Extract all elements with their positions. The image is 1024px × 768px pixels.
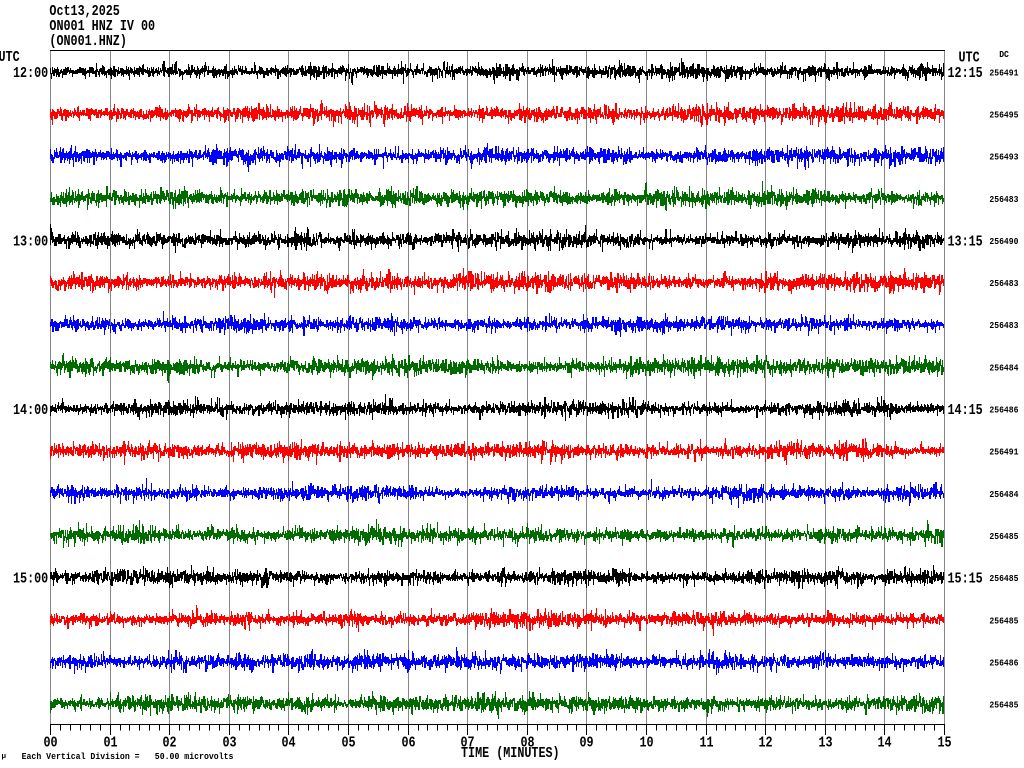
svg-text:μ: μ xyxy=(2,753,7,761)
svg-text:256484: 256484 xyxy=(989,363,1018,374)
svg-text:TIME (MINUTES): TIME (MINUTES) xyxy=(461,745,560,762)
svg-text:00: 00 xyxy=(43,734,57,751)
svg-text:256483: 256483 xyxy=(989,321,1018,332)
svg-text:14:00: 14:00 xyxy=(13,402,48,419)
svg-text:(ON001.HNZ): (ON001.HNZ) xyxy=(49,33,126,50)
svg-text:13: 13 xyxy=(818,734,832,751)
svg-text:08: 08 xyxy=(520,734,534,751)
svg-text:256485: 256485 xyxy=(989,616,1018,627)
svg-text:01: 01 xyxy=(103,734,117,751)
svg-text:04: 04 xyxy=(281,734,295,751)
svg-text:14: 14 xyxy=(877,734,891,751)
svg-text:256485: 256485 xyxy=(989,574,1018,585)
svg-text:15:15: 15:15 xyxy=(948,571,983,588)
svg-text:12: 12 xyxy=(758,734,772,751)
svg-text:13:15: 13:15 xyxy=(948,233,983,250)
svg-text:05: 05 xyxy=(341,734,355,751)
svg-text:12:15: 12:15 xyxy=(948,65,983,82)
svg-text:06: 06 xyxy=(401,734,415,751)
svg-text:11: 11 xyxy=(699,734,713,751)
svg-text:256490: 256490 xyxy=(989,236,1018,247)
svg-text:12:00: 12:00 xyxy=(13,65,48,82)
svg-text:256491: 256491 xyxy=(989,447,1018,458)
svg-text:256495: 256495 xyxy=(989,110,1018,121)
svg-text:Oct13,2025: Oct13,2025 xyxy=(49,3,119,20)
svg-text:256485: 256485 xyxy=(989,531,1018,542)
svg-text:256493: 256493 xyxy=(989,152,1018,163)
svg-text:09: 09 xyxy=(579,734,593,751)
svg-text:256484: 256484 xyxy=(989,489,1018,500)
svg-text:DC: DC xyxy=(999,50,1009,61)
svg-text:50.00 microvolts: 50.00 microvolts xyxy=(155,752,234,763)
svg-text:256485: 256485 xyxy=(989,700,1018,711)
svg-text:07: 07 xyxy=(460,734,474,751)
svg-text:UTC: UTC xyxy=(959,49,980,66)
svg-text:15:00: 15:00 xyxy=(13,571,48,588)
svg-text:256483: 256483 xyxy=(989,279,1018,290)
svg-text:14:15: 14:15 xyxy=(948,402,983,419)
svg-text:256483: 256483 xyxy=(989,194,1018,205)
svg-text:02: 02 xyxy=(162,734,176,751)
svg-text:256486: 256486 xyxy=(989,658,1018,669)
svg-text:UTC: UTC xyxy=(0,49,20,66)
svg-text:256486: 256486 xyxy=(989,405,1018,416)
svg-text:Each Vertical Division =: Each Vertical Division = xyxy=(22,752,140,763)
svg-text:13:00: 13:00 xyxy=(13,233,48,250)
svg-text:03: 03 xyxy=(222,734,236,751)
svg-text:ON001 HNZ IV 00: ON001 HNZ IV 00 xyxy=(49,18,155,35)
svg-text:15: 15 xyxy=(937,734,951,751)
svg-text:10: 10 xyxy=(639,734,653,751)
svg-text:256491: 256491 xyxy=(989,68,1018,79)
